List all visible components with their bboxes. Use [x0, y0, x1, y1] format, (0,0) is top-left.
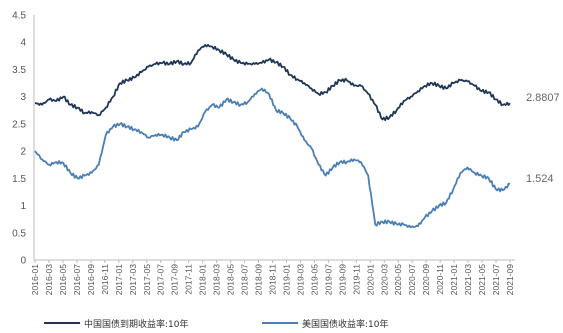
y-tick-label: 1: [20, 201, 26, 212]
x-tick-label: 2019-09: [337, 264, 347, 295]
legend-label-us: 美国国债收益率:10年: [302, 319, 389, 330]
x-tick-label: 2016-07: [72, 264, 82, 295]
x-tick-label: 2017-11: [184, 264, 194, 295]
x-tick-label: 2018-05: [226, 264, 236, 295]
x-tick-label: 2017-07: [156, 264, 166, 295]
x-tick-label: 2019-07: [323, 264, 333, 295]
legend-swatch-cn: [44, 322, 80, 324]
y-tick-label: 1.5: [12, 174, 26, 185]
y-tick-label: 2: [20, 147, 26, 158]
y-tick-label: 3.5: [12, 65, 26, 76]
x-tick-label: 2019-03: [295, 264, 305, 295]
series-end-label: 1.524: [526, 173, 554, 185]
x-tick-label: 2020-09: [421, 264, 431, 295]
legend-item-cn: 中国国债到期收益率:10年: [44, 316, 189, 330]
y-tick-label: 4: [20, 38, 26, 49]
x-tick-label: 2018-07: [240, 264, 250, 295]
y-tick-labels: 0 0.5 1 1.5 2 2.5 3 3.5 4 4.5: [12, 11, 26, 267]
series-line-cn: [34, 43, 511, 122]
x-tick-label: 2018-11: [268, 264, 278, 295]
x-tick-label: 2020-11: [435, 264, 445, 295]
y-tick-label: 2.5: [12, 119, 26, 130]
x-tick-label: 2021-01: [449, 264, 459, 295]
y-tick-label: 3: [20, 92, 26, 103]
series-lines: [34, 43, 511, 229]
x-tick-label: 2019-01: [281, 264, 291, 295]
legend-item-us: 美国国债收益率:10年: [262, 316, 389, 330]
x-tick-label: 2021-03: [463, 264, 473, 295]
x-tick-label: 2018-01: [198, 264, 208, 295]
legend-swatch-us: [262, 322, 298, 324]
x-tick-label: 2016-11: [100, 264, 110, 295]
x-tick-label: 2020-01: [365, 264, 375, 295]
x-tick-label: 2017-01: [114, 264, 124, 295]
x-tick-label: 2016-09: [86, 264, 96, 295]
x-tick-label: 2019-11: [351, 264, 361, 295]
y-tick-label: 0: [20, 256, 26, 267]
series-line-us: [34, 87, 511, 229]
x-tick-label: 2018-09: [254, 264, 264, 295]
x-tick-label: 2018-03: [212, 264, 222, 295]
x-tick-label: 2020-07: [407, 264, 417, 295]
x-tick-label: 2016-05: [58, 264, 68, 295]
y-tick-label: 0.5: [12, 228, 26, 239]
legend-label-cn: 中国国债到期收益率:10年: [84, 319, 189, 330]
x-tick-label: 2017-03: [128, 264, 138, 295]
x-tick-label: 2017-09: [170, 264, 180, 295]
x-tick-label: 2016-03: [44, 264, 54, 295]
x-tick-label: 2016-01: [30, 264, 40, 295]
x-tick-label: 2020-05: [393, 264, 403, 295]
x-tick-label: 2020-03: [379, 264, 389, 295]
x-tick-label: 2021-09: [505, 264, 515, 295]
series-end-label: 2.8807: [526, 92, 560, 104]
series-end-labels: 2.8807 1.524: [526, 92, 560, 185]
x-tick-labels: 2016-01 2016-03 2016-05 2016-07 2016-09 2016-…: [30, 260, 515, 295]
x-tick-label: 2019-05: [309, 264, 319, 295]
x-tick-label: 2021-07: [491, 264, 501, 295]
x-tick-label: 2017-05: [142, 264, 152, 295]
x-tick-label: 2021-05: [477, 264, 487, 295]
y-tick-label: 4.5: [12, 11, 26, 22]
